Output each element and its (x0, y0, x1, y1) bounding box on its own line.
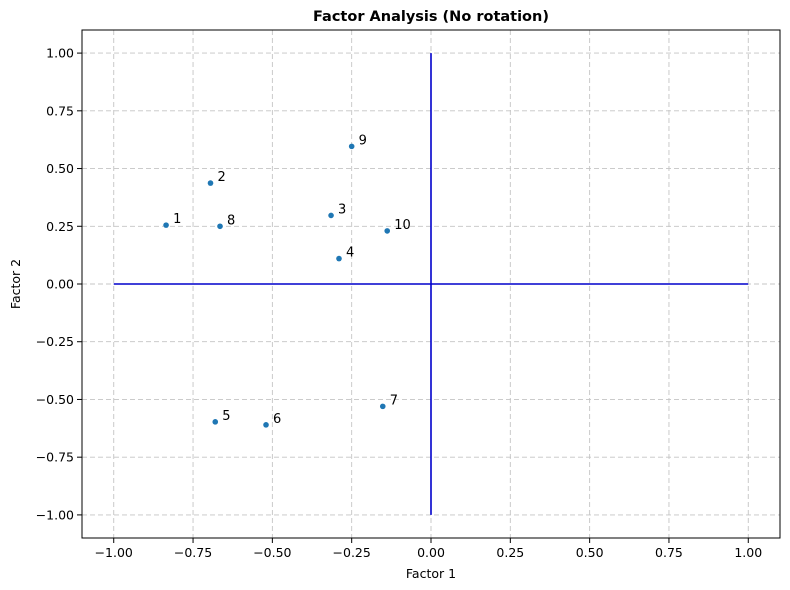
y-tick-label: −0.75 (36, 450, 74, 465)
reference-lines (113, 53, 749, 515)
point-label: 10 (394, 218, 411, 233)
y-axis-label: Factor 2 (8, 259, 23, 309)
x-tick-label: −0.25 (333, 545, 371, 560)
data-point (212, 419, 219, 425)
points: 1 2 3 4 5 6 7 8 9 10 (163, 133, 411, 428)
data-point (384, 228, 391, 234)
point-label: 7 (390, 393, 398, 408)
x-tick-label: −1.00 (95, 545, 133, 560)
data-point (328, 212, 334, 219)
ticks: −1.00 −0.75 −0.50 −0.25 0.00 0.25 0.50 0.75 1.00… (36, 46, 763, 560)
point-label: 3 (338, 202, 346, 217)
data-point (163, 222, 169, 228)
x-tick-label: 0.00 (417, 545, 445, 560)
point-label: 1 (173, 212, 181, 227)
data-point (207, 180, 214, 186)
x-axis-label: Factor 1 (406, 566, 456, 581)
point-label: 2 (217, 170, 225, 185)
point-label: 5 (222, 409, 230, 424)
data-point (217, 223, 223, 230)
point-label: 4 (346, 246, 354, 261)
point-label: 6 (273, 412, 281, 427)
y-tick-label: −0.25 (36, 334, 74, 349)
data-point (379, 403, 386, 410)
x-tick-label: 0.50 (576, 545, 604, 560)
x-tick-label: 0.25 (496, 545, 524, 560)
y-tick-label: 0.50 (46, 161, 74, 176)
y-tick-label: 0.25 (46, 219, 74, 234)
y-tick-label: −1.00 (36, 507, 74, 522)
point-label: 9 (359, 133, 367, 148)
y-tick-label: 0.75 (46, 103, 74, 118)
chart-title: Factor Analysis (No rotation) (313, 9, 549, 25)
data-point (348, 143, 355, 150)
data-point (336, 255, 342, 262)
x-tick-label: −0.50 (253, 545, 291, 560)
point-label: 8 (227, 213, 235, 228)
x-tick-label: −0.75 (174, 545, 212, 560)
x-tick-label: 0.75 (655, 545, 683, 560)
y-tick-label: 0.00 (46, 277, 74, 292)
x-tick-label: 1.00 (734, 545, 762, 560)
y-tick-label: 1.00 (46, 46, 74, 61)
y-tick-label: −0.50 (36, 392, 74, 407)
data-point (263, 422, 269, 428)
